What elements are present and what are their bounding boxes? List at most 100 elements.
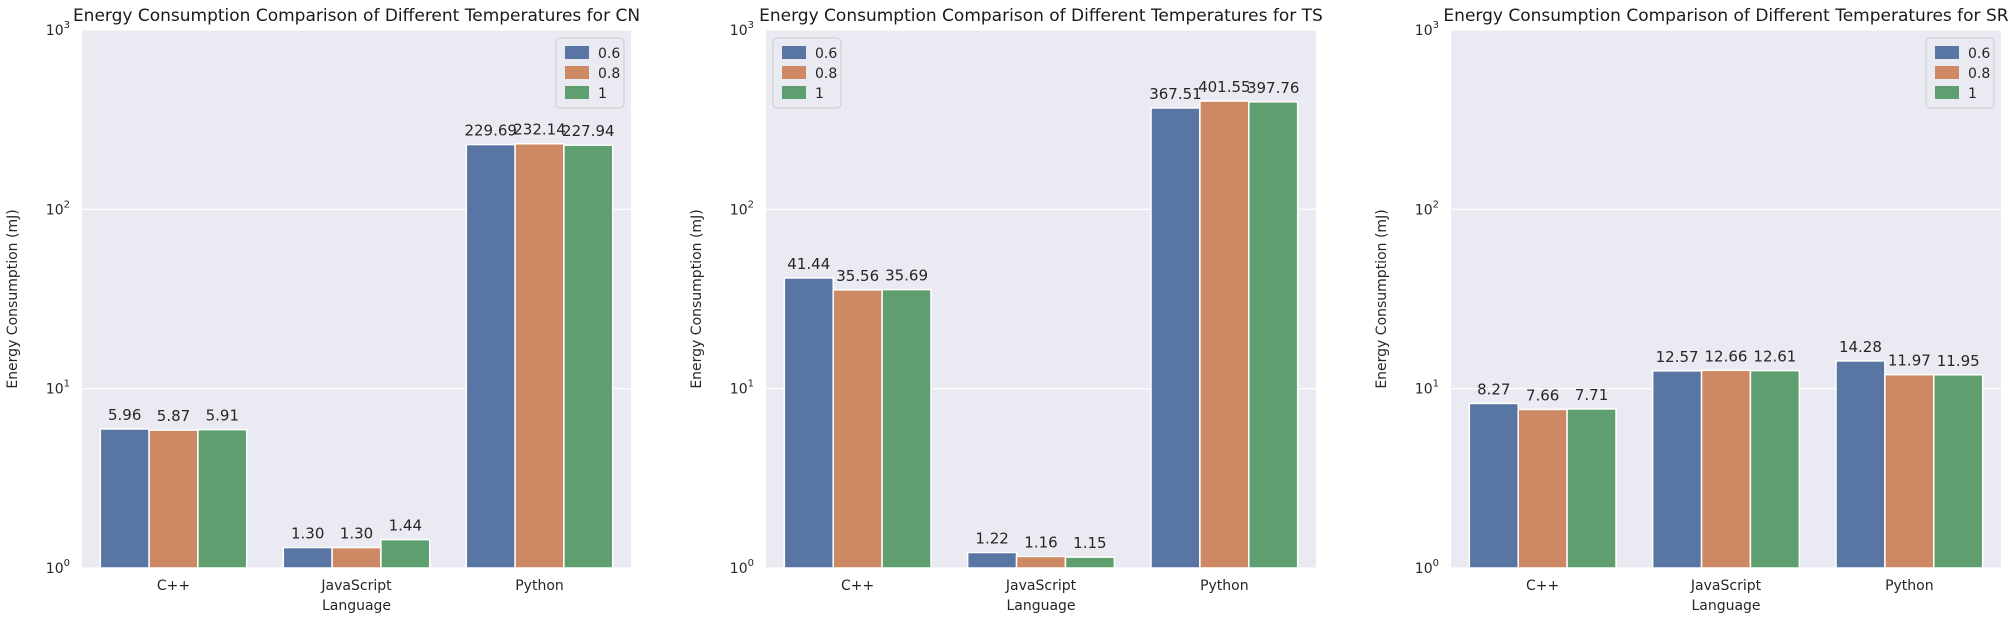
chart-title: Energy Consumption Comparison of Differe… — [1443, 6, 2008, 26]
bar-python-1 — [563, 144, 614, 569]
y-axis-label: Energy Consumption (mJ) — [1374, 209, 1390, 388]
legend-entry: 1 — [815, 86, 824, 102]
bar-c-0_6 — [783, 277, 834, 569]
chart-panel-2: 100 101 102 103 Energy Consumption (mJ) Energ… — [689, 6, 1323, 614]
y-tick-label: 102 — [1415, 199, 1439, 218]
legend-swatch — [1935, 66, 1959, 79]
legend-entry: 0.8 — [1968, 66, 1990, 82]
bar-value-label: 12.61 — [1753, 348, 1796, 366]
bar-value-label: 1.30 — [340, 525, 373, 543]
bar-value-label: 229.69 — [464, 122, 517, 140]
x-tick-label: C++ — [841, 578, 874, 594]
bar-value-label: 227.94 — [562, 122, 615, 140]
x-axis-label: Language — [322, 598, 391, 614]
bar-value-label: 11.97 — [1888, 352, 1931, 370]
bar-value-label: 5.87 — [157, 407, 190, 425]
bar-value-label: 1.16 — [1024, 533, 1057, 551]
x-axis-label: Language — [1006, 598, 1075, 614]
y-tick-label: 103 — [1415, 20, 1439, 39]
legend: 0.6 0.8 1 — [1925, 37, 1995, 109]
legend-entry: 0.8 — [598, 66, 620, 82]
bar-value-label: 35.69 — [885, 267, 928, 285]
bar-value-label: 1.30 — [291, 525, 324, 543]
x-tick-label: JavaScript — [1005, 578, 1077, 594]
chart-panel-1: 100 101 102 103 Energy Consumption (mJ) Energ… — [5, 6, 640, 614]
y-tick-label: 100 — [46, 558, 70, 577]
legend-entry: 1 — [1968, 86, 1977, 102]
chart-panel-3: 100 101 102 103 Energy Consumption (mJ) Energ… — [1374, 6, 2009, 614]
bar-javascript-1 — [1749, 369, 1801, 569]
bar-c-0_8 — [832, 289, 883, 569]
legend-swatch — [565, 46, 589, 59]
x-tick-label: C++ — [1526, 578, 1559, 594]
bar-javascript-1 — [1064, 556, 1116, 569]
chart-title: Energy Consumption Comparison of Differe… — [759, 6, 1323, 26]
bar-value-label: 1.44 — [389, 517, 422, 535]
bar-value-label: 7.71 — [1575, 386, 1608, 404]
legend-swatch — [1935, 46, 1959, 59]
legend-swatch — [782, 86, 806, 99]
bar-python-1 — [1248, 101, 1299, 569]
legend-swatch — [565, 86, 589, 99]
y-tick-label: 101 — [46, 379, 70, 398]
bar-c-1 — [197, 428, 248, 569]
bar-value-label: 232.14 — [513, 121, 566, 139]
legend-swatch — [782, 66, 806, 79]
y-tick-label: 101 — [730, 379, 754, 398]
legend-swatch — [782, 46, 806, 59]
bar-value-label: 5.91 — [206, 407, 239, 425]
legend-swatch — [565, 66, 589, 79]
bar-value-label: 12.57 — [1656, 348, 1699, 366]
bar-python-0_8 — [1199, 100, 1250, 569]
y-tick-label: 102 — [46, 199, 70, 218]
bar-value-label: 12.66 — [1705, 347, 1748, 365]
bar-value-label: 35.56 — [836, 267, 879, 285]
bar-value-label: 8.27 — [1477, 380, 1510, 398]
y-tick-label: 102 — [730, 199, 754, 218]
bar-value-label: 367.51 — [1149, 85, 1202, 103]
bar-javascript-0_8 — [1015, 555, 1067, 569]
bar-value-label: 401.55 — [1198, 78, 1251, 96]
legend-swatch — [1935, 86, 1959, 99]
bar-value-label: 41.44 — [787, 255, 830, 273]
bar-c-0_8 — [148, 429, 199, 569]
bar-python-0_6 — [1835, 360, 1886, 569]
y-tick-label: 103 — [730, 20, 754, 39]
bar-value-label: 1.15 — [1073, 534, 1106, 552]
legend: 0.6 0.8 1 — [772, 37, 842, 109]
bar-python-0_6 — [1150, 107, 1201, 569]
y-tick-label: 100 — [730, 558, 754, 577]
bar-c-1 — [1566, 408, 1617, 569]
bar-value-label: 7.66 — [1526, 386, 1559, 404]
bar-value-label: 14.28 — [1839, 338, 1882, 356]
bar-javascript-0_6 — [1651, 370, 1703, 569]
legend: 0.6 0.8 1 — [555, 37, 625, 109]
bar-value-label: 397.76 — [1247, 79, 1300, 97]
bar-javascript-0_6 — [282, 546, 333, 569]
chart-title: Energy Consumption Comparison of Differe… — [73, 6, 640, 26]
bar-c-0_8 — [1517, 408, 1568, 569]
y-axis-label: Energy Consumption (mJ) — [689, 209, 705, 388]
bar-python-0_8 — [1884, 373, 1935, 569]
x-tick-label: JavaScript — [1690, 578, 1762, 594]
x-tick-label: Python — [1885, 578, 1934, 594]
bar-javascript-1 — [380, 538, 431, 569]
bar-c-0_6 — [99, 428, 150, 569]
y-tick-label: 103 — [46, 20, 70, 39]
legend-entry: 0.6 — [815, 46, 837, 62]
bar-javascript-0_8 — [331, 546, 382, 569]
bar-value-label: 5.96 — [108, 406, 141, 424]
legend-entry: 0.6 — [1968, 46, 1990, 62]
legend-entry: 1 — [598, 86, 607, 102]
bar-c-1 — [881, 288, 932, 569]
y-tick-label: 101 — [1415, 379, 1439, 398]
x-axis-label: Language — [1691, 598, 1760, 614]
bar-python-1 — [1933, 374, 1984, 569]
bar-javascript-0_6 — [966, 551, 1018, 569]
x-tick-label: JavaScript — [320, 578, 392, 594]
x-tick-label: Python — [515, 578, 564, 594]
x-tick-label: C++ — [157, 578, 190, 594]
bar-c-0_6 — [1468, 402, 1519, 569]
bar-python-0_6 — [465, 143, 516, 569]
